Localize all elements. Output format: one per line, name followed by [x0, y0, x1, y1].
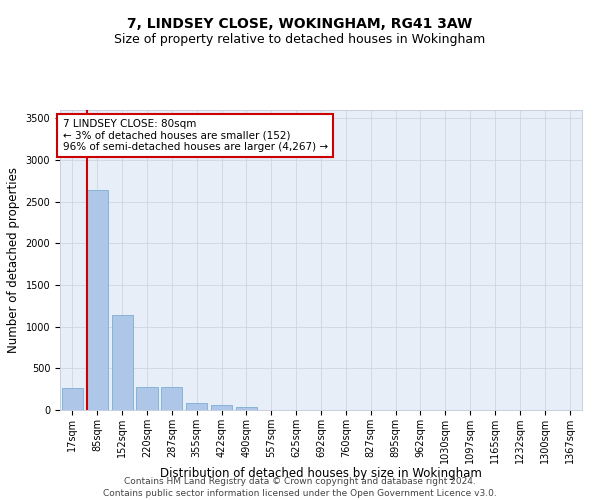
Text: 7 LINDSEY CLOSE: 80sqm
← 3% of detached houses are smaller (152)
96% of semi-det: 7 LINDSEY CLOSE: 80sqm ← 3% of detached …: [62, 119, 328, 152]
Text: Contains public sector information licensed under the Open Government Licence v3: Contains public sector information licen…: [103, 489, 497, 498]
Bar: [236, 406, 257, 410]
Bar: [112, 315, 133, 410]
Y-axis label: Number of detached properties: Number of detached properties: [7, 167, 20, 353]
Bar: [136, 386, 158, 410]
Text: Contains HM Land Registry data © Crown copyright and database right 2024.: Contains HM Land Registry data © Crown c…: [124, 478, 476, 486]
Bar: [211, 405, 232, 410]
Text: Size of property relative to detached houses in Wokingham: Size of property relative to detached ho…: [115, 32, 485, 46]
Bar: [186, 402, 207, 410]
Bar: [62, 388, 83, 410]
Bar: [87, 190, 108, 410]
Text: 7, LINDSEY CLOSE, WOKINGHAM, RG41 3AW: 7, LINDSEY CLOSE, WOKINGHAM, RG41 3AW: [127, 18, 473, 32]
X-axis label: Distribution of detached houses by size in Wokingham: Distribution of detached houses by size …: [160, 468, 482, 480]
Bar: [161, 386, 182, 410]
